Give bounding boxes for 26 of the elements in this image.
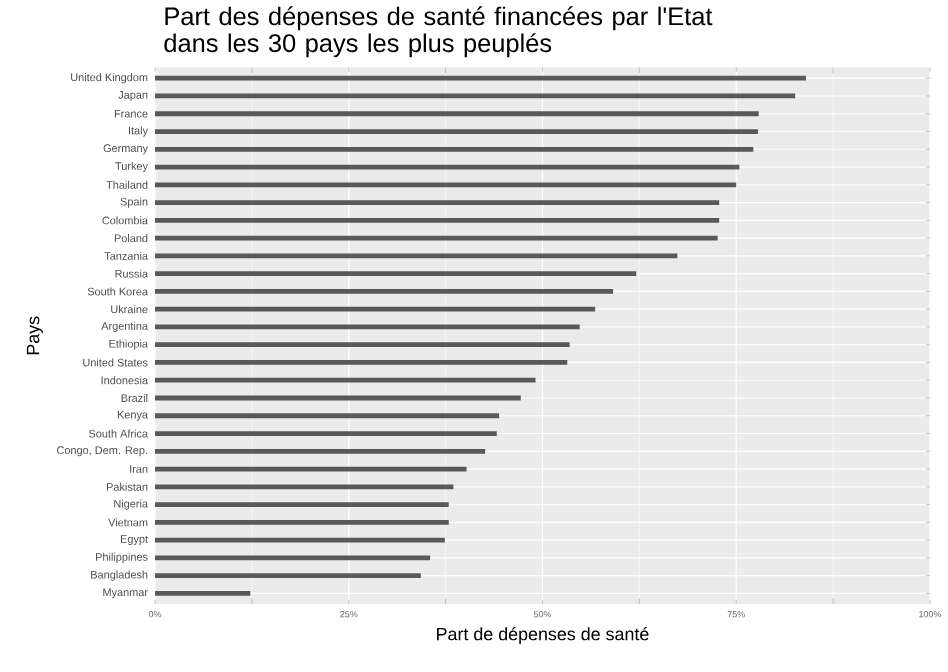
bar: [155, 147, 754, 152]
bar: [155, 413, 500, 419]
bar: [155, 253, 678, 259]
bar: [155, 111, 759, 117]
bar: [155, 431, 497, 437]
chart-title: Part des dépenses de santé financées par l'Etat dans les 30 pays les plus peuplés: [164, 6, 713, 58]
x-axis-title: Part de dépenses de santé: [437, 627, 649, 645]
bar: [155, 289, 614, 294]
y-axis-title: Pays: [26, 316, 43, 355]
bar: [155, 271, 637, 277]
bar: [155, 182, 737, 188]
bar: [155, 360, 568, 366]
bar: [155, 591, 251, 596]
bar: [155, 502, 449, 508]
bar: [155, 520, 449, 525]
bar: [155, 449, 486, 454]
bar: [155, 342, 570, 348]
bar: [155, 555, 431, 561]
bar: [155, 573, 421, 579]
bar: [155, 484, 454, 490]
bar: [155, 200, 720, 206]
bar: [155, 76, 806, 81]
bar: [155, 306, 596, 312]
bar: [155, 378, 536, 383]
bar: [155, 218, 720, 223]
bar: [155, 129, 758, 135]
